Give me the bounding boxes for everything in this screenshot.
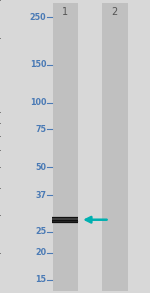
Text: 50: 50 [36,163,46,172]
Text: 75: 75 [36,125,46,134]
Text: 150: 150 [30,60,46,69]
Bar [52,3,78,291]
Text: 15: 15 [36,275,46,284]
Bar [102,3,128,291]
Text: 37: 37 [36,191,46,200]
Text: 1: 1 [62,7,68,17]
Text: 250: 250 [30,13,46,21]
Text: 100: 100 [30,98,46,107]
Text: 2: 2 [112,7,118,17]
Text: 25: 25 [35,227,46,236]
Text: 20: 20 [35,248,46,257]
